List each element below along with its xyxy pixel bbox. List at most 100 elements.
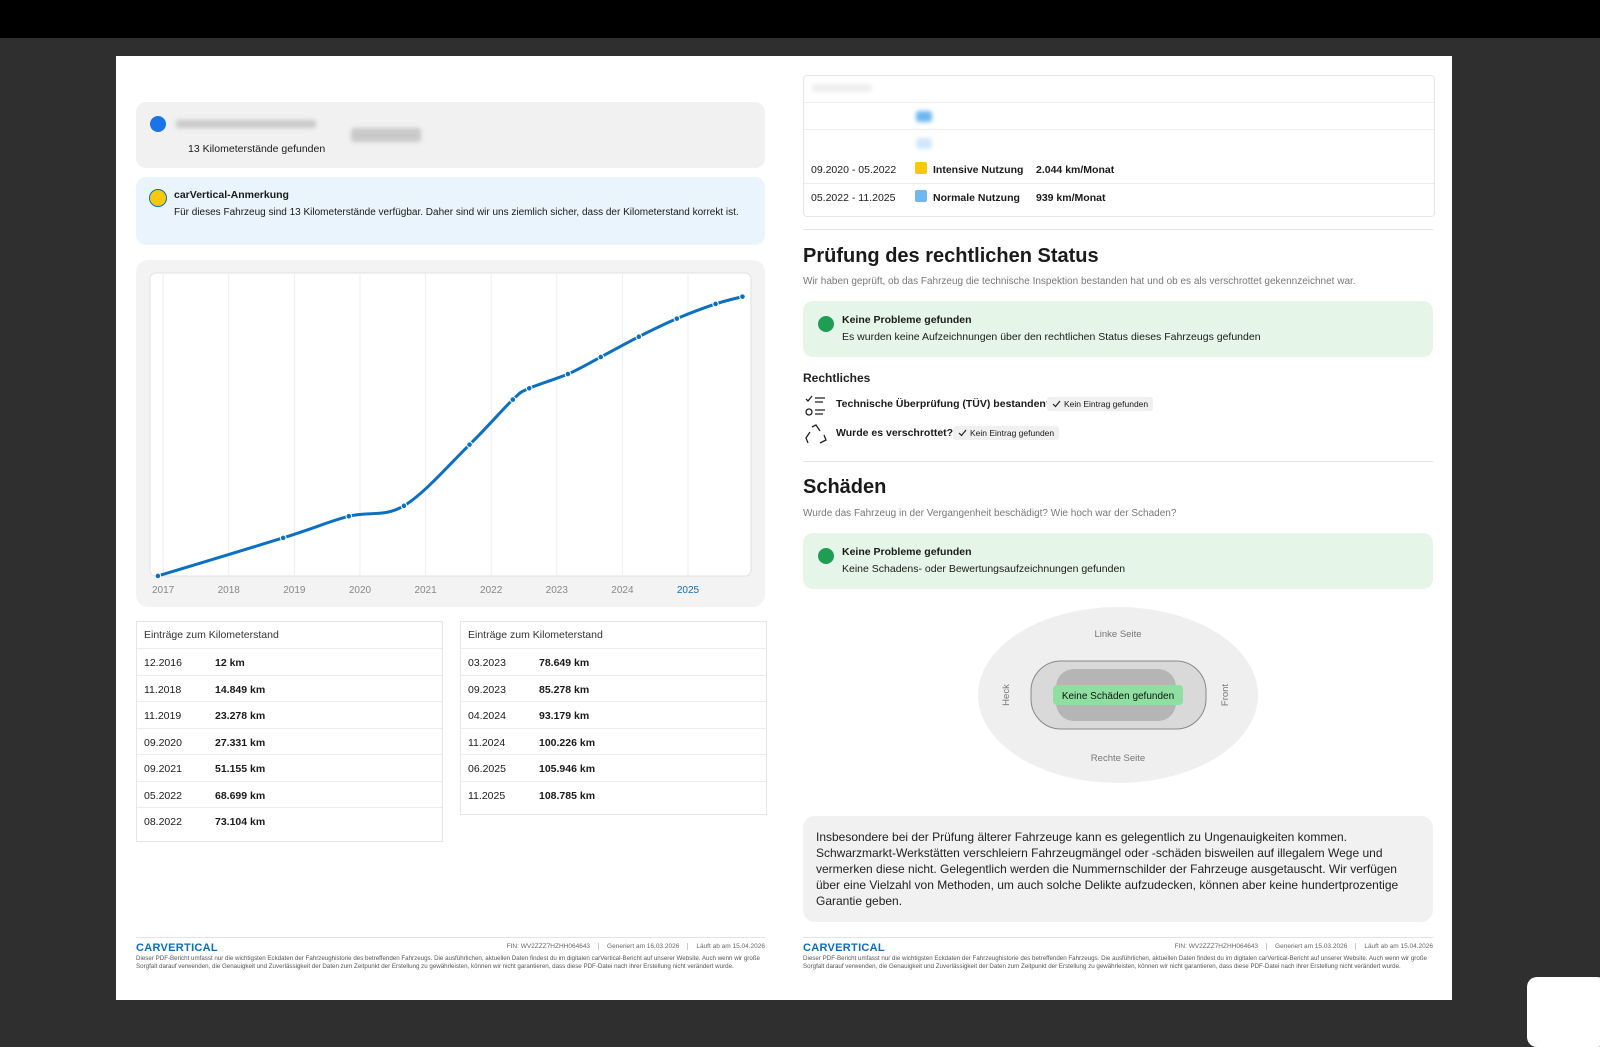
status-title: Keine Probleme gefunden: [842, 546, 972, 558]
check-icon: [818, 316, 834, 332]
mileage-point: [564, 370, 572, 378]
mileage-table: Einträge zum Kilometerstand 03.2023 78.649…: [460, 621, 767, 815]
corner-widget[interactable]: [1527, 977, 1600, 1047]
mileage-cell: 12 km: [215, 657, 245, 669]
mileage-point: [673, 315, 681, 322]
mileage-cell: 14.849 km: [215, 683, 266, 696]
period-cell: 09.2020 - 05.2022: [811, 164, 897, 176]
footer-text: Dieser PDF-Bericht umfasst nur die wicht…: [136, 955, 760, 970]
date-cell: 09.2023: [468, 683, 506, 696]
footer-expires: Läuft ab am 15.04.2026: [1355, 943, 1433, 950]
status-text: Es wurden keine Aufzeichnungen über den …: [842, 331, 1261, 343]
subsection-title: Rechtliches: [803, 371, 871, 385]
period-cell: 05.2022 - 11.2025: [811, 192, 896, 204]
footer-expires: Läuft ab am 15.04.2026: [687, 943, 765, 950]
mileage-point: [739, 293, 746, 300]
x-tick-label: 2020: [349, 585, 372, 596]
top-bar: [0, 0, 1600, 38]
section-subtitle: Wir haben geprüft, ob das Fahrzeug die t…: [803, 276, 1356, 287]
info-box: 13 Kilometerstände gefunden: [136, 102, 765, 168]
date-cell: 09.2021: [144, 763, 182, 775]
footer: CARVERTICAL FIN: WV2ZZZ7HZHH064643 Generie…: [136, 937, 765, 988]
mileage-point: [154, 572, 162, 580]
mileage-point: [279, 534, 287, 542]
date-cell: 12.2016: [144, 657, 182, 669]
table-row: 06.2025 105.946 km: [461, 754, 766, 781]
blurred-text: [176, 120, 316, 128]
date-cell: 09.2020: [144, 736, 182, 749]
legal-question: Wurde es verschrottet?: [836, 427, 954, 439]
date-cell: 03.2023: [468, 657, 506, 669]
x-tick-label: 2018: [218, 585, 241, 596]
report-page: 13 Kilometerstände gefunden carVertical-…: [116, 56, 1452, 1000]
answer-text: Kein Eintrag gefunden: [1064, 399, 1149, 409]
table-header: Einträge zum Kilometerstand: [144, 629, 279, 641]
mileage-cell: 78.649 km: [539, 657, 590, 669]
status-box: Keine Probleme gefunden Es wurden keine …: [803, 301, 1433, 357]
table-row: 04.2024 93.179 km: [461, 701, 766, 728]
usage-value: 939 km/Monat: [1036, 192, 1106, 204]
footer-rule: [136, 937, 765, 938]
info-icon: [150, 116, 166, 132]
usage-value: 2.044 km/Monat: [1036, 164, 1115, 176]
mileage-point: [597, 353, 605, 361]
usage-table: 09.2020 - 05.2022 Intensive Nutzung 2.044 …: [803, 75, 1435, 217]
mileage-point: [635, 333, 643, 341]
table-row: 11.2018 14.849 km: [137, 674, 442, 702]
table-header: Einträge zum Kilometerstand: [468, 629, 603, 641]
footer-meta: FIN: WV2ZZZ7HZHH064643 Generiert am 16.03…: [507, 943, 765, 950]
answer-text: Kein Eintrag gefunden: [970, 428, 1055, 438]
table-row: 05.2022 68.699 km: [137, 780, 442, 808]
answer-badge: Kein Eintrag gefunden: [953, 426, 1060, 440]
footer: CARVERTICAL FIN: WV2ZZZ7HZHH064643 Generie…: [803, 937, 1433, 988]
note-box: carVertical-Anmerkung Für dieses Fahrzeu…: [136, 177, 765, 245]
answer-badge: Kein Eintrag gefunden: [1047, 397, 1154, 411]
plot-area: [149, 272, 752, 577]
status-text: Keine Schadens- oder Bewertungsaufzeichn…: [842, 563, 1126, 575]
section-title: Prüfung des rechtlichen Status: [803, 245, 1099, 267]
date-cell: 04.2024: [468, 710, 506, 722]
mileage-point: [345, 512, 353, 520]
badge-bg: [1053, 685, 1183, 705]
mileage-point: [509, 396, 517, 403]
footer-rule: [803, 937, 1433, 938]
table-row: 09.2020 27.331 km: [137, 727, 442, 755]
usage-row: 05.2022 - 11.2025 Normale Nutzung 939 km/M…: [804, 183, 1434, 210]
blurred-swatch: [916, 138, 932, 149]
date-cell: 11.2025: [468, 789, 506, 802]
mileage-table: Einträge zum Kilometerstand 12.2016 12 km 1…: [136, 621, 443, 842]
table-row: 08.2022 73.104 km: [137, 807, 442, 834]
table-row: 09.2023 85.278 km: [461, 674, 766, 702]
footer-logo: CARVERTICAL: [803, 942, 885, 954]
note-icon: [149, 189, 167, 207]
mileage-cell: 27.331 km: [215, 736, 266, 749]
disclaimer-text: Insbesondere bei der Prüfung älterer Fah…: [816, 830, 1399, 908]
damage-diagram: Keine Schäden gefunden Linke Seite Recht…: [978, 607, 1258, 783]
blurred-text: [351, 128, 421, 142]
note-text: Für dieses Fahrzeug sind 13 Kilometerstä…: [174, 207, 739, 218]
table-row: 11.2025 108.785 km: [461, 780, 766, 808]
mileage-cell: 73.104 km: [215, 816, 266, 828]
disclaimer-box: Insbesondere bei der Prüfung älterer Fah…: [803, 816, 1433, 922]
mileage-chart: 2017 2018 2019 2020 2021 2022 2023 2024 2025: [149, 272, 752, 596]
mileage-cell: 93.179 km: [539, 710, 590, 722]
date-cell: 11.2019: [144, 710, 182, 722]
info-text: 13 Kilometerstände gefunden: [188, 143, 326, 155]
x-tick-label: 2021: [414, 585, 437, 596]
side-label: Linke Seite: [1094, 629, 1141, 640]
check-icon: [818, 548, 834, 564]
legal-question: Technische Überprüfung (TÜV) bestanden?: [836, 398, 1053, 410]
status-box: Keine Probleme gefunden Keine Schadens- …: [803, 533, 1433, 589]
side-label: Front: [1220, 684, 1231, 707]
mileage-cell: 108.785 km: [539, 789, 596, 802]
footer-generated: Generiert am 16.03.2026: [598, 943, 680, 950]
footer-meta: FIN: WV2ZZZ7HZHH064643 Generiert am 15.03…: [1175, 943, 1433, 950]
note-title: carVertical-Anmerkung: [174, 189, 289, 201]
date-cell: 06.2025: [468, 763, 506, 775]
footer-fin: FIN: WV2ZZZ7HZHH064643: [1174, 943, 1259, 950]
row-divider: [804, 102, 1434, 103]
date-cell: 08.2022: [144, 816, 182, 828]
recycle-icon: [805, 424, 827, 444]
blurred-swatch: [916, 111, 932, 122]
